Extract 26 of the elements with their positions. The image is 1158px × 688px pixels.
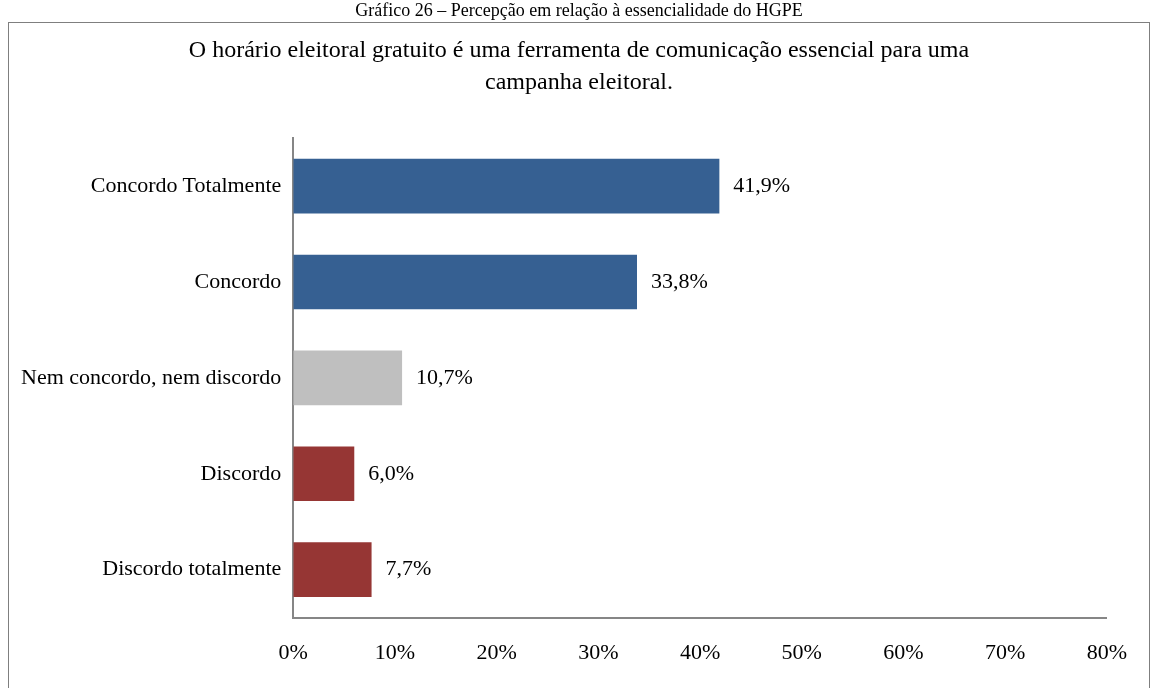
x-tick-label: 0% — [278, 638, 308, 664]
x-tick-label: 60% — [883, 638, 924, 664]
data-label: 7,7% — [385, 555, 432, 581]
bar — [293, 542, 372, 597]
x-tick-label: 80% — [1086, 638, 1127, 664]
bar — [293, 350, 403, 406]
x-tick-label: 50% — [781, 638, 822, 664]
chart-title: O horário eleitoral gratuito é uma ferramenta de comunicação essencial para uma campanha eleitoral. — [187, 35, 971, 96]
data-label: 33,8% — [651, 267, 708, 293]
text: Gráfico 26 – Percepção em relação à essencialidade do HGPE — [354, 0, 804, 20]
x-tick-label: 30% — [578, 638, 619, 664]
y-tick-label: Nem concordo, nem discordo — [21, 363, 282, 389]
data-label: 6,0% — [368, 459, 415, 485]
bar — [293, 158, 720, 214]
bar — [293, 254, 637, 310]
y-tick-label: Concordo — [194, 267, 282, 293]
x-tick-label: 40% — [679, 638, 721, 664]
x-tick-label: 10% — [374, 638, 416, 664]
y-tick-label: Discordo totalmente — [102, 555, 282, 581]
y-tick-label: Concordo Totalmente — [90, 171, 282, 197]
y-tick-label: Discordo — [200, 459, 282, 485]
data-label: 10,7% — [416, 363, 473, 389]
bar — [293, 446, 355, 502]
x-tick-label: 20% — [476, 638, 517, 664]
data-label: 41,9% — [733, 171, 791, 197]
x-tick-label: 70% — [984, 638, 1026, 664]
